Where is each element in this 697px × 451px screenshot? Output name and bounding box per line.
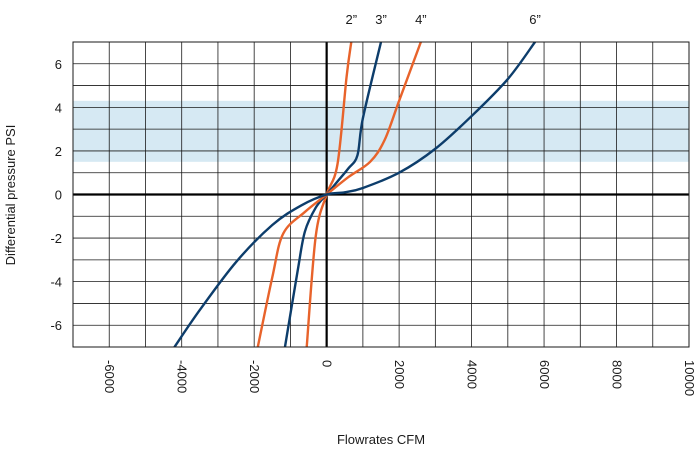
x-axis-title: Flowrates CFM [337, 432, 425, 447]
series-labels: 2” 3” 4” 6” [346, 12, 541, 27]
series-line [305, 42, 353, 347]
x-tick-label: 0 [320, 360, 335, 367]
series-group [173, 42, 537, 347]
y-tick-label: -4 [50, 275, 62, 290]
y-tick-label: 4 [55, 100, 62, 115]
y-tick-label: -2 [50, 231, 62, 246]
series-line [173, 42, 537, 347]
series-label: 6” [529, 12, 541, 27]
x-tick-label: 10000 [682, 360, 697, 396]
x-tick-label: -2000 [247, 360, 262, 393]
x-tick-label: 2000 [392, 360, 407, 389]
series-label: 4” [415, 12, 427, 27]
series-line [283, 42, 383, 347]
x-tick-label: -6000 [102, 360, 117, 393]
plot-frame [72, 41, 690, 348]
x-tick-label: 8000 [610, 360, 625, 389]
highlight-band [73, 100, 689, 162]
x-tick-label: 4000 [465, 360, 480, 389]
series-label: 2” [346, 12, 358, 27]
y-tick-label: 2 [55, 144, 62, 159]
y-axis-title: Differential pressure PSI [3, 125, 18, 266]
x-tick-label: 6000 [537, 360, 552, 389]
series-line [256, 42, 423, 347]
x-tick-label: -4000 [175, 360, 190, 393]
x-tick-labels: -6000 -4000 -2000 0 2000 4000 6000 8000 10000 [102, 360, 697, 396]
axes [73, 42, 689, 347]
y-tick-label: 6 [55, 57, 62, 72]
y-tick-labels: 6 4 2 0 -2 -4 -6 [50, 57, 62, 333]
series-label: 3” [375, 12, 387, 27]
y-tick-label: -6 [50, 318, 62, 333]
y-tick-label: 0 [55, 188, 62, 203]
